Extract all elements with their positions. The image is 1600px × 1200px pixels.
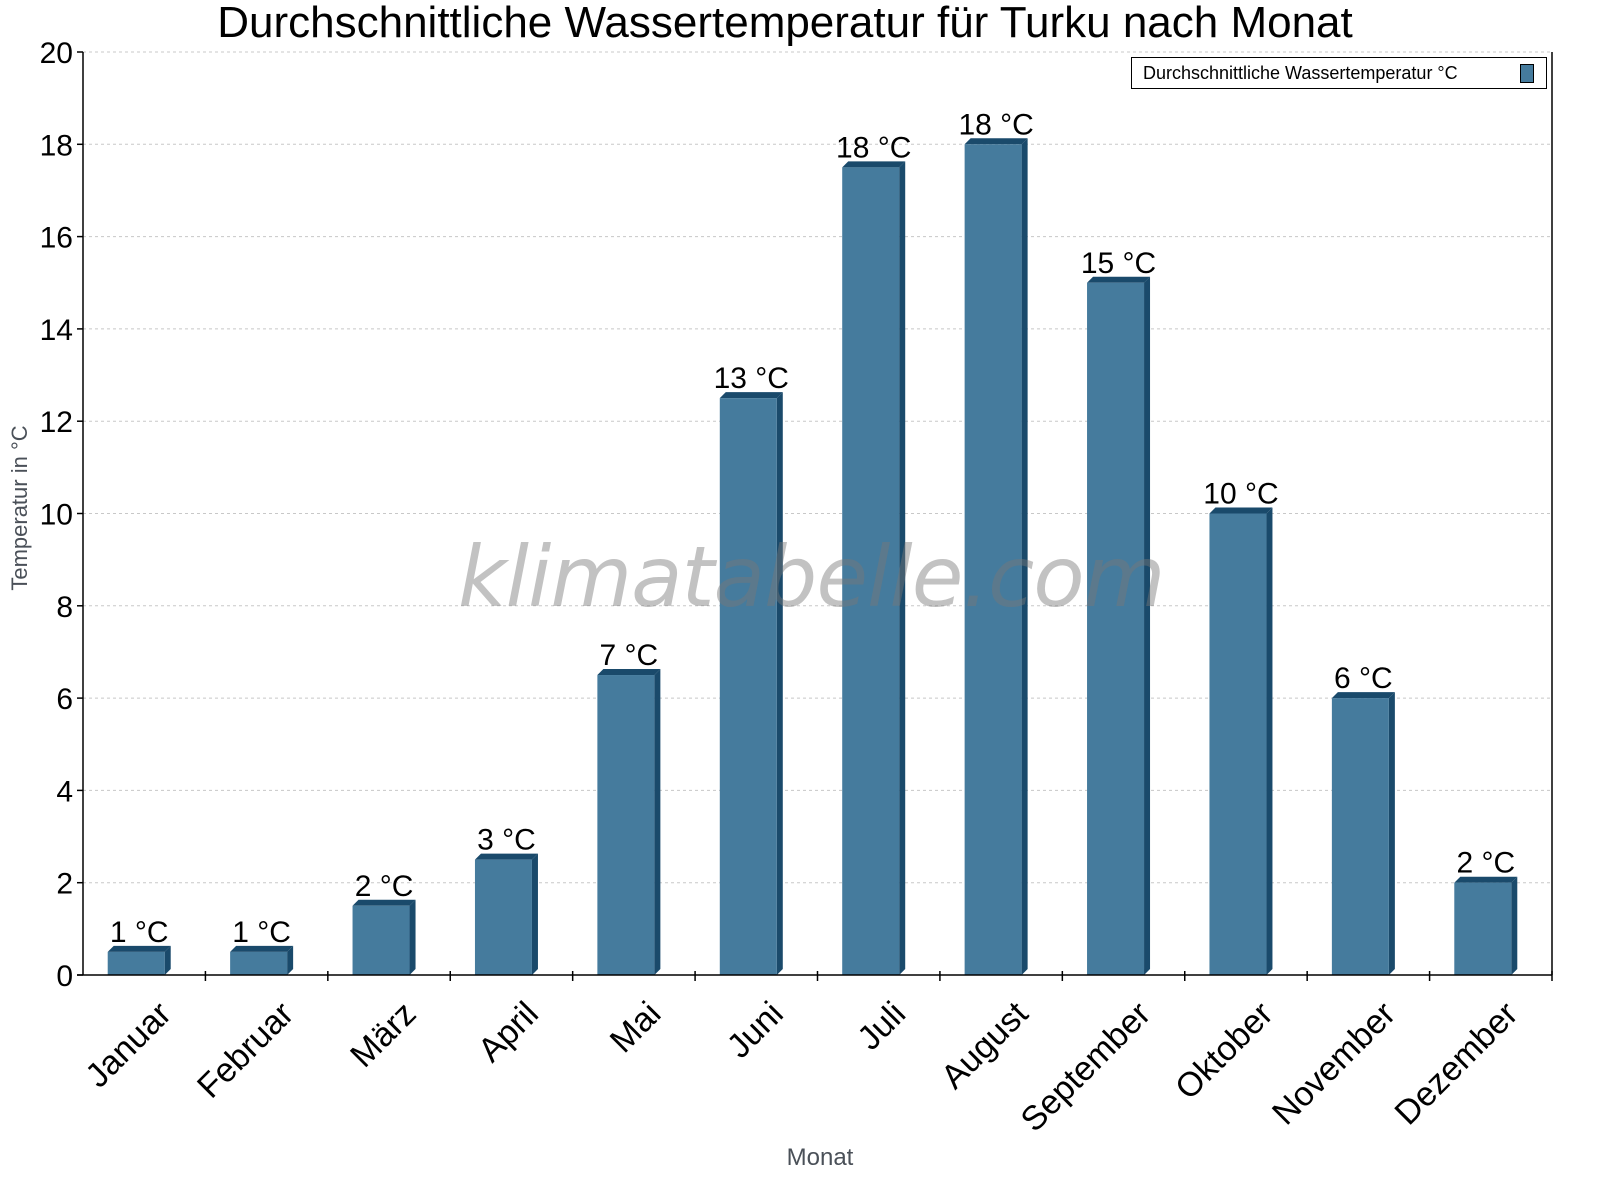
- bar-top: [597, 669, 661, 676]
- bar-top: [719, 392, 783, 399]
- data-labels: 1 °C 1 °C 2 °C 3 °C 7 °C 13 °C 18 °C 18 °C 15 °C…: [110, 108, 1515, 949]
- bar: [107, 945, 171, 975]
- bar: [1209, 507, 1273, 975]
- bar: [964, 138, 1028, 976]
- legend-label: Durchschnittliche Wassertemperatur °C: [1143, 63, 1458, 83]
- x-axis-ticks: Januar Februar März April Mai Juni Juli AugustS…: [78, 971, 1553, 1139]
- bar-series: [107, 138, 1518, 976]
- y-tick-label: 18: [40, 129, 73, 162]
- x-axis-label: Monat: [786, 1144, 854, 1171]
- y-axis-label: Temperatur in °C: [7, 425, 32, 591]
- bar-side: [1511, 876, 1518, 975]
- bar-top: [474, 853, 538, 860]
- y-tick-label: 0: [56, 960, 73, 993]
- x-tick-label: Januar: [78, 995, 178, 1095]
- bar-side: [776, 392, 783, 975]
- bar-top: [352, 899, 416, 906]
- bar-side: [164, 945, 171, 975]
- y-tick-label: 6: [56, 683, 73, 716]
- bar-top: [230, 945, 294, 952]
- x-tick-label: Juni: [720, 995, 791, 1066]
- bar-side: [1388, 692, 1395, 975]
- bar-front: [1331, 698, 1389, 975]
- bar: [352, 899, 416, 975]
- y-tick-label: 4: [56, 775, 73, 808]
- y-tick-label: 2: [56, 868, 73, 901]
- axes: [77, 52, 1553, 976]
- bar-front: [964, 144, 1022, 976]
- bar-side: [1144, 276, 1151, 975]
- bar: [230, 945, 294, 975]
- bar: [719, 392, 783, 975]
- bar: [1331, 692, 1395, 975]
- bar-top: [107, 945, 171, 952]
- bar-front: [1087, 282, 1145, 975]
- bar-front: [1454, 882, 1512, 975]
- data-label: 10 °C: [1203, 478, 1278, 511]
- bar-top: [964, 138, 1028, 145]
- data-label: 3 °C: [477, 824, 536, 857]
- y-tick-label: 12: [40, 406, 73, 439]
- bar-side: [1021, 138, 1028, 976]
- x-tick-label: April: [471, 995, 546, 1070]
- data-label: 2 °C: [1456, 847, 1515, 880]
- bar-side: [409, 899, 416, 975]
- data-label: 18 °C: [958, 108, 1033, 141]
- x-tick-label: Juli: [850, 995, 913, 1058]
- y-tick-label: 10: [40, 499, 73, 532]
- y-axis-ticks: 0 2 4 6 8 10 12 14 16 18 20: [40, 37, 83, 993]
- y-tick-label: 20: [40, 37, 73, 70]
- data-label: 6 °C: [1334, 662, 1393, 695]
- y-tick-label: 16: [40, 222, 73, 255]
- y-tick-label: 8: [56, 591, 73, 624]
- bar-side: [1266, 507, 1273, 975]
- x-tick-label: Oktober: [1168, 995, 1280, 1107]
- bar-side: [531, 853, 538, 975]
- bar-front: [1209, 513, 1267, 975]
- y-tick-label: 14: [40, 314, 73, 347]
- gridlines: [83, 51, 1552, 884]
- bar-front: [597, 675, 655, 975]
- bar-front: [474, 859, 532, 975]
- bar-side: [654, 669, 661, 975]
- chart-title: Durchschnittliche Wassertemperatur für T…: [217, 0, 1353, 47]
- bar: [474, 853, 538, 975]
- data-label: 15 °C: [1081, 247, 1156, 280]
- data-label: 13 °C: [714, 362, 789, 395]
- bar-front: [719, 398, 777, 975]
- bar-top: [842, 161, 906, 168]
- bar: [1454, 876, 1518, 975]
- bar-front: [352, 905, 410, 975]
- data-label: 1 °C: [232, 916, 291, 949]
- legend-swatch-icon: [1520, 64, 1534, 83]
- data-label: 2 °C: [355, 870, 414, 903]
- bar-top: [1331, 692, 1395, 699]
- x-tick-label: August: [934, 994, 1036, 1096]
- bar-side: [899, 161, 906, 975]
- bar-top: [1087, 276, 1151, 283]
- bar: [1087, 276, 1151, 975]
- x-tick-label: Mai: [603, 995, 669, 1061]
- bar-front: [842, 167, 900, 975]
- data-label: 1 °C: [110, 916, 169, 949]
- data-label: 18 °C: [836, 131, 911, 164]
- bar: [597, 669, 661, 975]
- legend: Durchschnittliche Wassertemperatur °C: [1131, 57, 1547, 89]
- bar-front: [230, 951, 288, 975]
- x-tick-label: November: [1265, 995, 1403, 1133]
- bar-top: [1209, 507, 1273, 514]
- x-tick-label: Dezember: [1388, 995, 1526, 1133]
- x-tick-label: März: [343, 995, 423, 1075]
- bar-front: [107, 951, 165, 975]
- data-label: 7 °C: [600, 639, 659, 672]
- bar: [842, 161, 906, 975]
- x-tick-label: Februar: [190, 995, 301, 1106]
- x-tick-label: September: [1014, 995, 1158, 1139]
- bar-top: [1454, 876, 1518, 883]
- bar-side: [287, 945, 294, 975]
